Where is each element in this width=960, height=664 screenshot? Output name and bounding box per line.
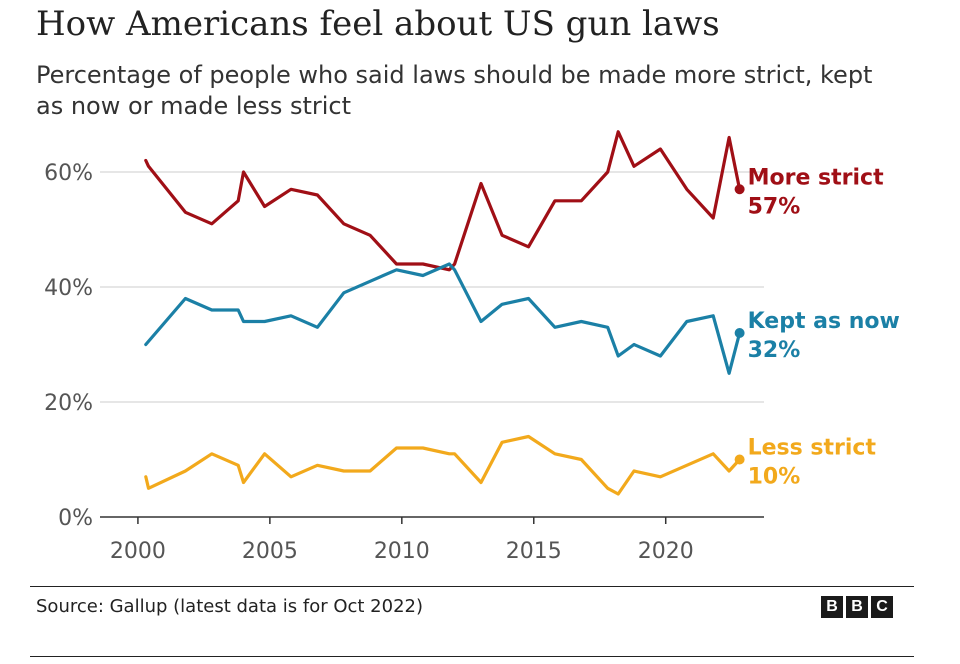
y-axis-labels: 0% 20% 40% 60% bbox=[44, 161, 93, 531]
series-end-dot-kept-as-now bbox=[734, 328, 745, 338]
x-tick-label: 2000 bbox=[110, 539, 166, 564]
x-tick-label: 2020 bbox=[638, 539, 694, 564]
y-tick-label: 60% bbox=[44, 161, 93, 186]
y-tick-label: 20% bbox=[44, 391, 93, 416]
y-tick-label: 0% bbox=[58, 506, 93, 531]
series-value-less-strict: 10% bbox=[748, 465, 801, 490]
series-line-kept-as-now bbox=[144, 262, 742, 375]
chart-title: How Americans feel about US gun laws bbox=[36, 4, 720, 44]
x-tick-label: 2005 bbox=[242, 539, 298, 564]
series-end-labels: More strict 57% Kept as now 32% Less strict 1… bbox=[748, 165, 900, 489]
series-end-dot-more-strict bbox=[734, 184, 745, 195]
source-note: Source: Gallup (latest data is for Oct 2… bbox=[36, 596, 423, 617]
series-line-more-strict bbox=[144, 130, 742, 272]
series-line-less-strict bbox=[144, 434, 742, 496]
bottom-divider bbox=[30, 656, 914, 657]
series-end-dot-less-strict bbox=[734, 454, 745, 465]
chart-subtitle: Percentage of people who said laws shoul… bbox=[36, 61, 873, 120]
gridlines bbox=[100, 171, 764, 403]
y-tick-label: 40% bbox=[44, 276, 93, 301]
series-value-kept-as-now: 32% bbox=[748, 338, 801, 363]
logo-letter-b2: B bbox=[846, 596, 868, 618]
x-tick-label: 2010 bbox=[374, 539, 430, 564]
series-label-kept-as-now: Kept as now bbox=[748, 309, 900, 334]
logo-letter-b1: B bbox=[821, 596, 843, 618]
series-value-more-strict: 57% bbox=[748, 194, 801, 219]
series-label-less-strict: Less strict bbox=[748, 436, 877, 461]
x-tick-label: 2015 bbox=[506, 539, 562, 564]
series-label-more-strict: More strict bbox=[748, 165, 884, 190]
bbc-logo: B B C bbox=[821, 596, 893, 618]
x-axis: 2000 2005 2010 2015 2020 bbox=[100, 516, 764, 564]
series-lines bbox=[144, 130, 745, 496]
logo-letter-c: C bbox=[871, 596, 893, 618]
source-divider bbox=[30, 586, 914, 587]
